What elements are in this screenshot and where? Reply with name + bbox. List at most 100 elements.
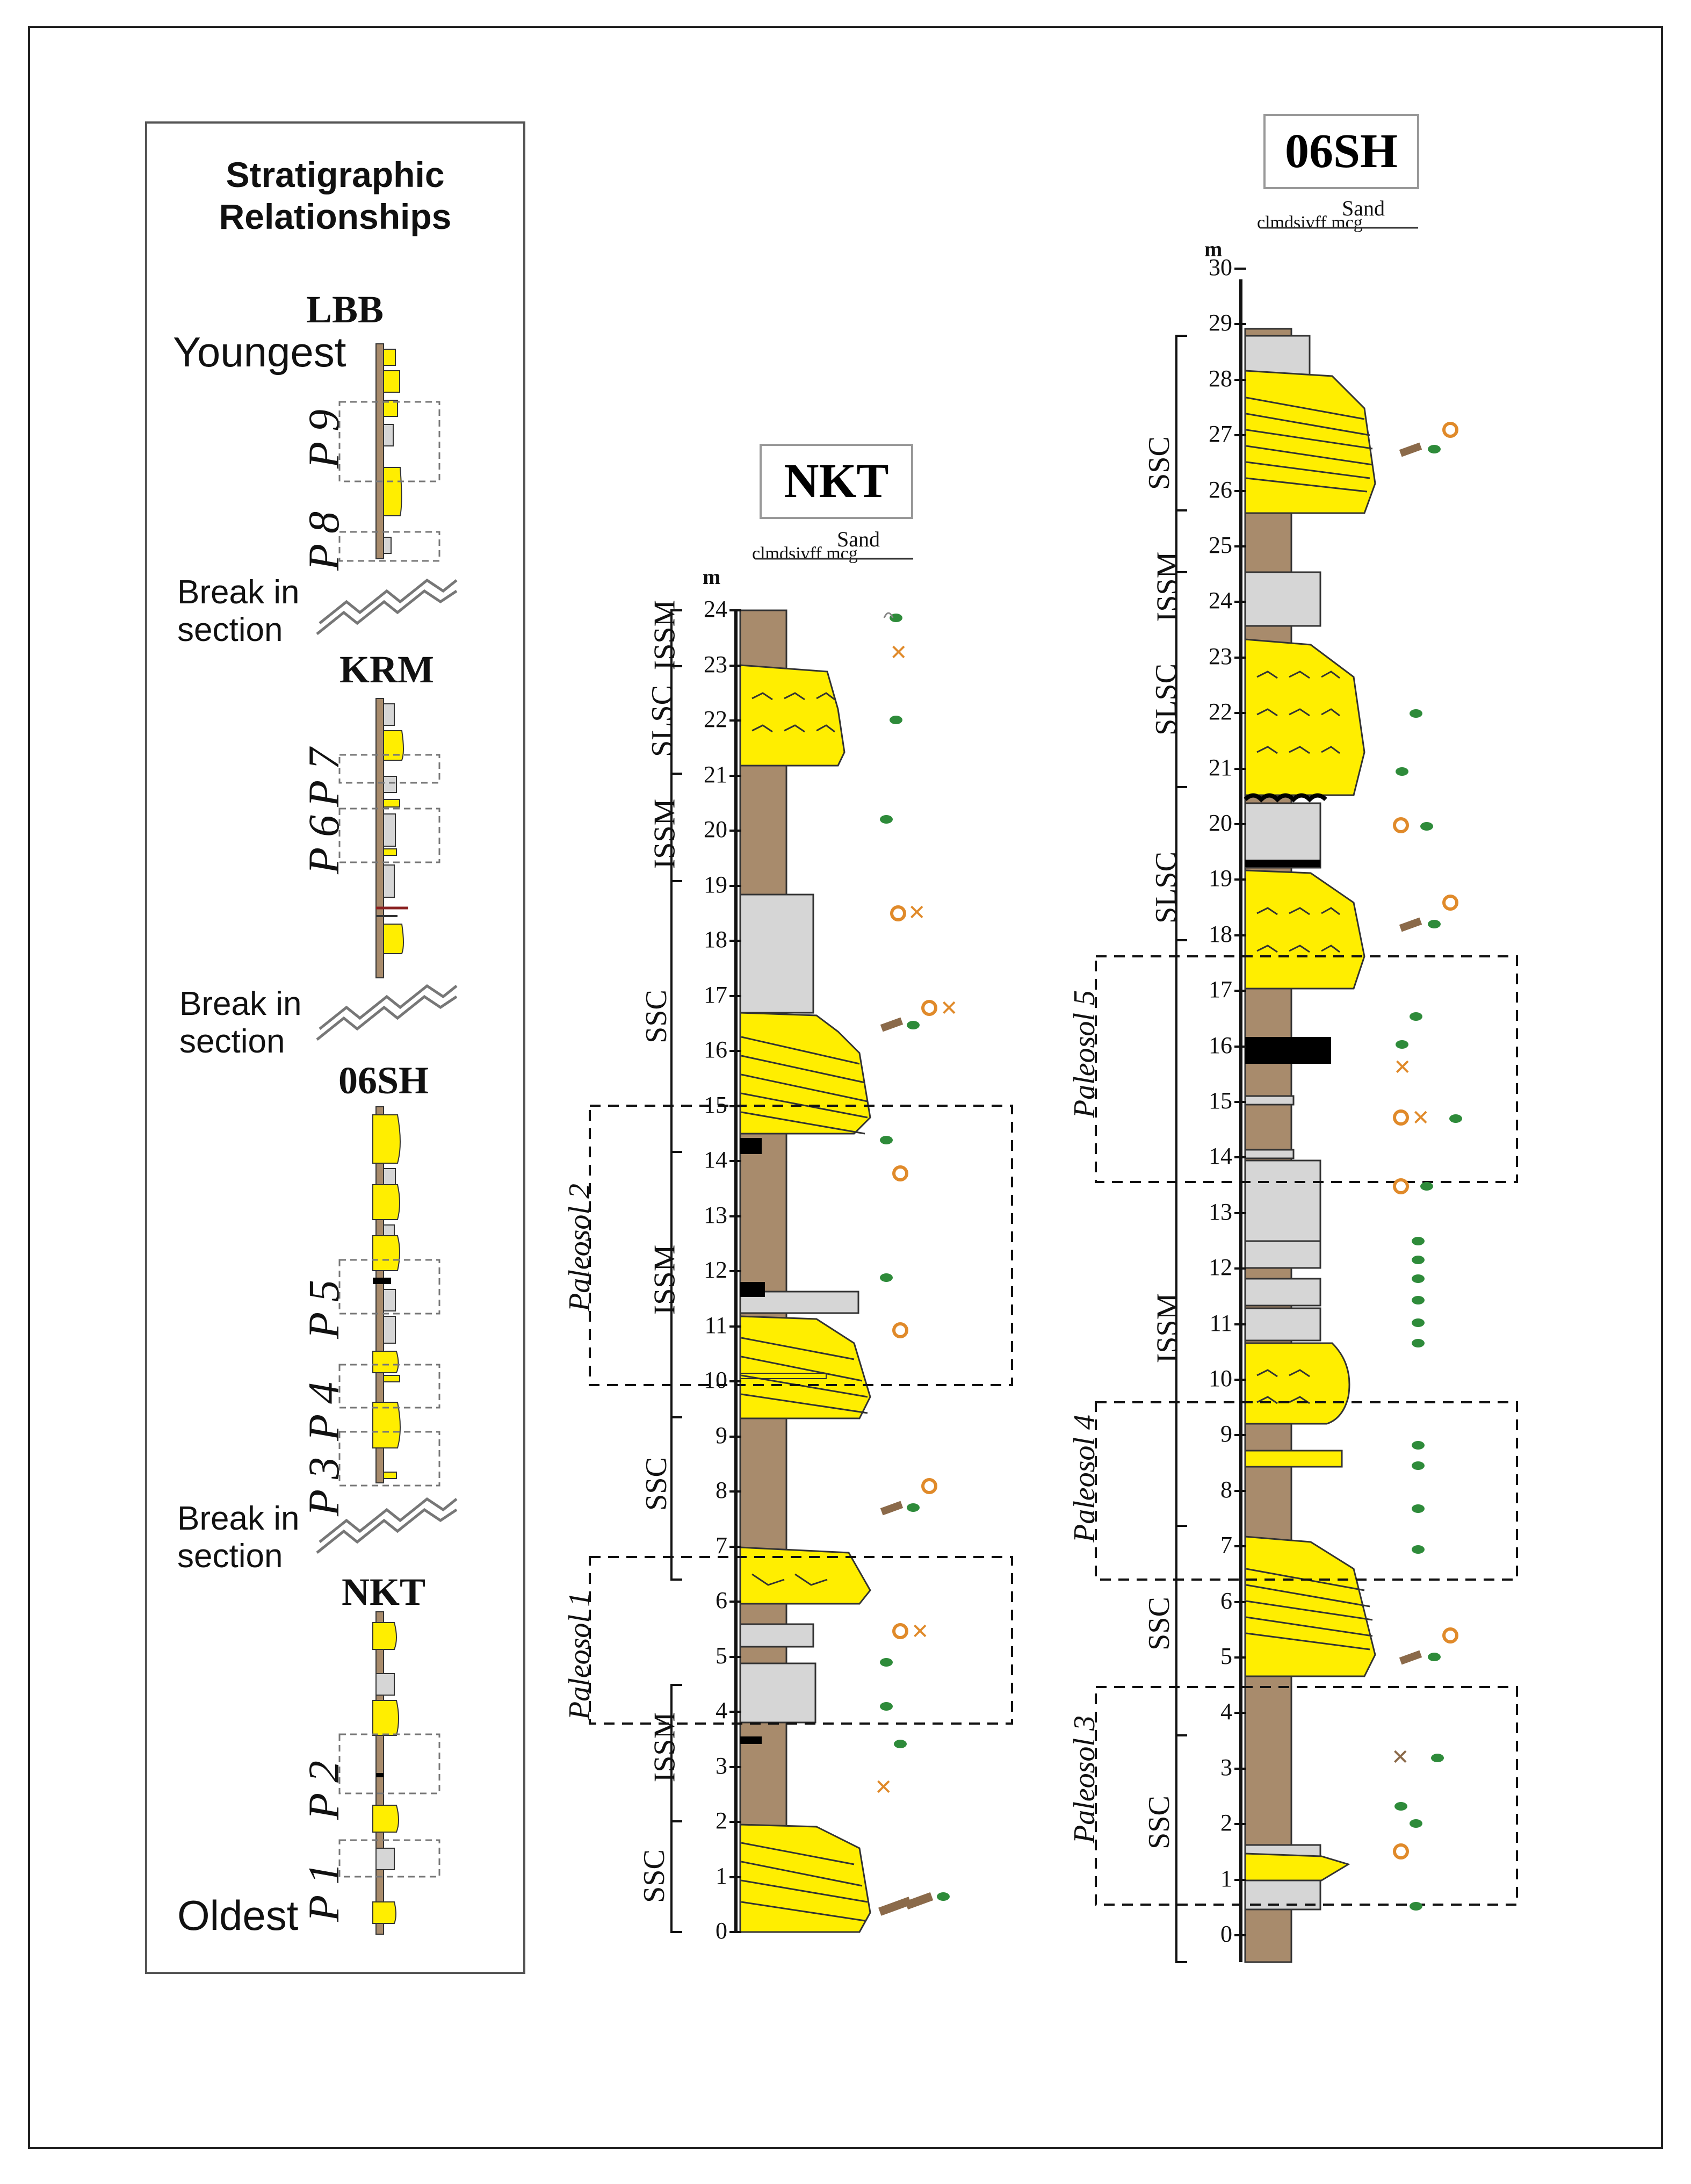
sh06-tick-mark — [1234, 434, 1246, 437]
break-zigzag-3b — [319, 1497, 458, 1543]
sh06-tick-label: 14 — [1209, 1143, 1232, 1170]
plant-icon — [1410, 1819, 1422, 1828]
svg-text:✕: ✕ — [1412, 1106, 1430, 1130]
cross-icon: ✕ — [875, 1775, 893, 1799]
nkt-tick-mark — [729, 1655, 741, 1658]
nkt-paleosol-1-box — [589, 1556, 1013, 1725]
sh06-sand-body — [1244, 638, 1365, 796]
sh06-tick-mark — [1234, 1267, 1246, 1270]
sh06-tick-label: 7 — [1220, 1532, 1232, 1559]
nkt-grain-scale: clmdsivff mcg — [752, 544, 858, 564]
nkt-tick-label: 18 — [704, 926, 727, 953]
nkt-tick-label: 0 — [716, 1918, 727, 1944]
nkt-tick-label: 6 — [716, 1587, 727, 1613]
plant-icon — [1412, 1274, 1425, 1283]
log-icon — [1399, 917, 1422, 932]
legend-panel — [145, 121, 525, 1974]
nkt-tick-mark — [729, 994, 741, 997]
sh06-tick-label: 2 — [1220, 1810, 1232, 1836]
legend-youngest-label: Youngest — [173, 328, 346, 376]
cross-icon: ✕ — [908, 900, 926, 925]
nkt-grey-bed — [739, 1623, 814, 1648]
sh06-tick-label: 6 — [1220, 1587, 1232, 1614]
sh06-tick-label: 15 — [1209, 1087, 1232, 1114]
sh06-tick-label: 1 — [1220, 1865, 1232, 1892]
nkt-tick-label: 5 — [716, 1642, 727, 1669]
mini-column-nkt — [338, 1611, 440, 1935]
nkt-tick-mark — [729, 884, 741, 887]
nkt-tick-label: 20 — [704, 816, 727, 842]
sh06-grey-bed — [1244, 1240, 1321, 1269]
plant-icon — [1420, 1182, 1433, 1191]
nkt-facies-brackets — [670, 609, 682, 1933]
nkt-tick-mark — [729, 1821, 741, 1823]
nkt-title: NKT — [760, 444, 913, 519]
nkt-sand-body — [739, 664, 846, 767]
plant-icon — [1410, 1012, 1422, 1021]
nkt-tick-mark — [729, 1490, 741, 1493]
sh06-title: 06SH — [1263, 114, 1419, 189]
nkt-tick-mark — [729, 1931, 741, 1933]
log-icon — [1399, 1650, 1422, 1665]
legend-title-line2: Relationships — [219, 197, 452, 236]
nkt-tick-label: 2 — [716, 1807, 727, 1834]
nkt-paleosol-2-box — [589, 1105, 1013, 1386]
sh06-tick-mark — [1234, 1434, 1246, 1437]
plant-icon — [880, 1273, 893, 1282]
sh06-coal — [1245, 1037, 1331, 1064]
plant-icon — [890, 614, 902, 622]
nkt-sand-body — [739, 1012, 871, 1135]
nkt-tick-label: 11 — [704, 1311, 727, 1338]
sh06-tick-label: 24 — [1209, 587, 1232, 614]
nodule-icon — [1393, 1178, 1409, 1194]
plant-icon — [1412, 1296, 1425, 1304]
sh06-tick-mark — [1234, 1101, 1246, 1103]
nkt-grey-bed — [739, 893, 814, 1014]
sh06-tick-mark — [1234, 601, 1246, 603]
plant-icon — [1394, 1802, 1407, 1811]
sh06-tick-mark — [1234, 1656, 1246, 1659]
sh06-sand-body — [1244, 1853, 1350, 1882]
legend-location-06sh: 06SH — [338, 1059, 429, 1102]
sh06-tick-label: 11 — [1209, 1309, 1232, 1336]
nkt-tick-label: 10 — [704, 1367, 727, 1393]
nkt-tick-mark — [729, 1876, 741, 1878]
plant-icon — [1410, 709, 1422, 718]
nkt-coal — [740, 1282, 765, 1297]
nodule-icon — [1393, 1843, 1409, 1859]
sh06-tick-label: 17 — [1209, 976, 1232, 1003]
svg-text:✕: ✕ — [940, 996, 958, 1020]
sh06-tick-label: 23 — [1209, 643, 1232, 669]
nkt-tick-mark — [729, 1545, 741, 1548]
nkt-tick-label: 24 — [704, 596, 727, 622]
sh06-tick-mark — [1234, 489, 1246, 492]
legend-break-3: Break in section — [177, 1500, 299, 1575]
plant-icon — [1412, 1256, 1425, 1264]
sh06-paleosol-3-box — [1095, 1686, 1518, 1906]
plant-icon — [1396, 767, 1408, 776]
break-line2: section — [177, 1538, 283, 1575]
nodule-icon — [921, 1478, 937, 1494]
cross-icon: ✕ — [890, 640, 908, 665]
svg-text:✕: ✕ — [1391, 1745, 1410, 1769]
nodule-icon — [892, 1322, 908, 1338]
legend-break-2: Break in section — [179, 985, 301, 1061]
sh06-tick-mark — [1234, 1934, 1246, 1936]
nkt-tick-label: 8 — [716, 1477, 727, 1503]
sh06-tick-label: 26 — [1209, 476, 1232, 503]
plant-icon — [1412, 1504, 1425, 1513]
nkt-tick-label: 22 — [704, 706, 727, 732]
nodule-icon — [921, 1000, 937, 1016]
nkt-tick-mark — [729, 1601, 741, 1603]
sh06-tick-label: 30 — [1209, 254, 1232, 280]
sh06-paleosol-4-box — [1095, 1401, 1518, 1581]
sh06-facies-brackets — [1175, 335, 1187, 1963]
sh06-tick-mark — [1234, 378, 1246, 381]
nkt-tick-label: 21 — [704, 761, 727, 788]
sh06-coal — [1245, 860, 1320, 867]
nodule-icon — [892, 1165, 908, 1181]
sh06-tick-mark — [1234, 990, 1246, 992]
